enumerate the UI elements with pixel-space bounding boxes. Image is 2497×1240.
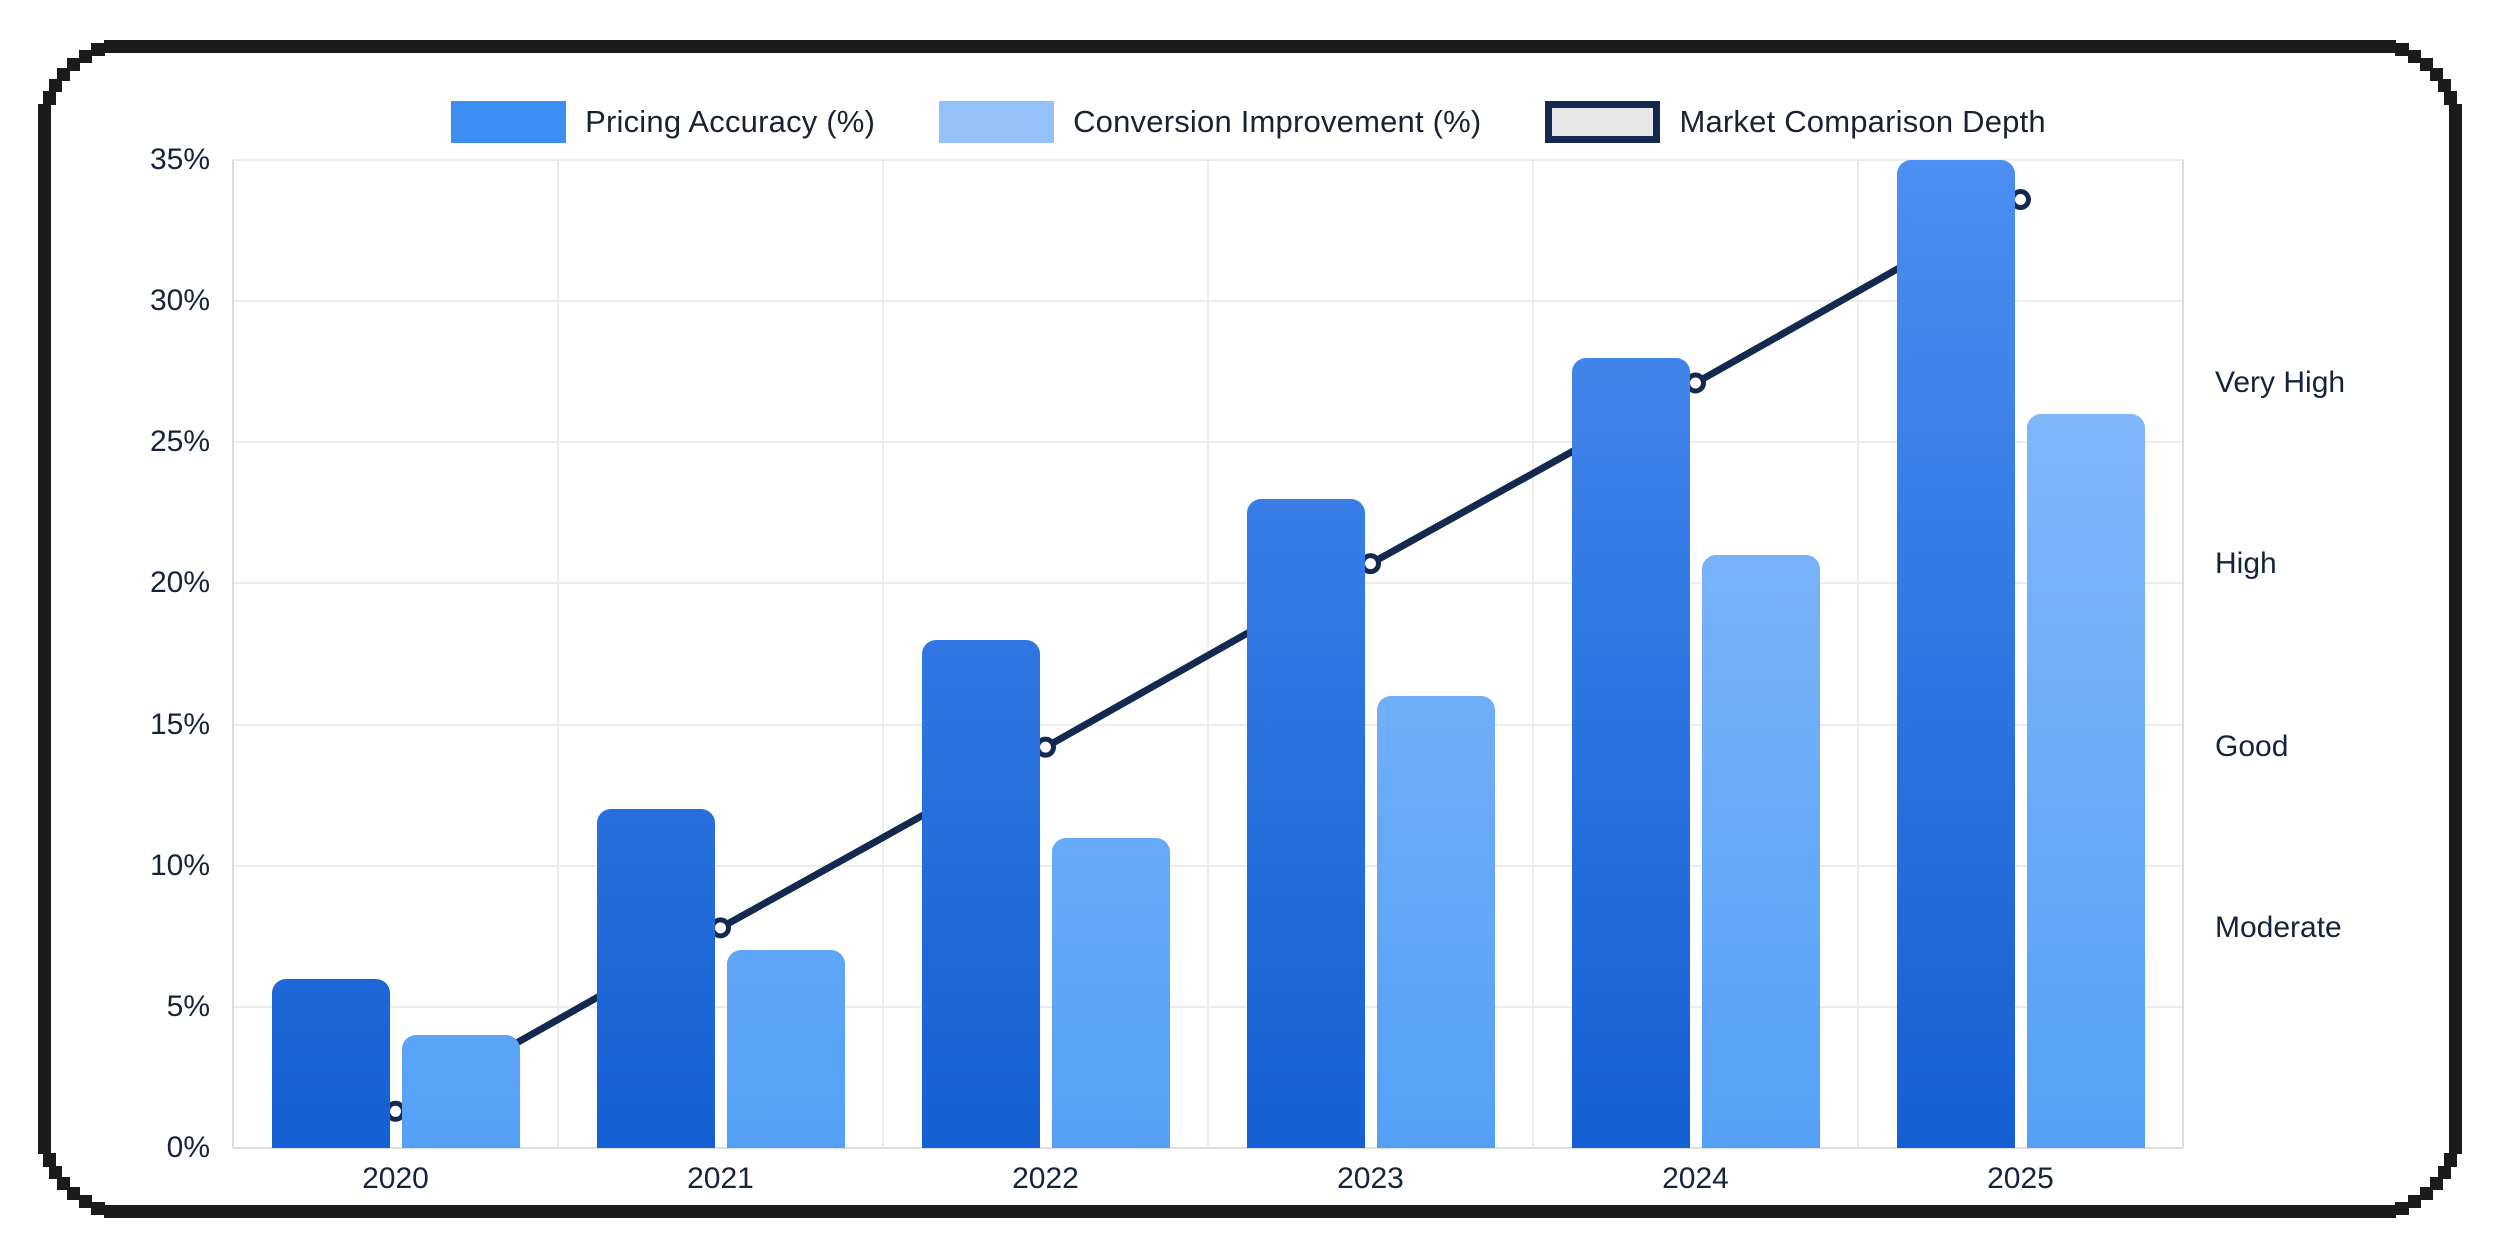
legend-item-2[interactable]: Market Comparison Depth (1545, 101, 2046, 143)
legend-swatch-icon (1545, 101, 1661, 143)
x-axis-tick-2020: 2020 (362, 1162, 429, 1195)
left-axis-tick: 35% (149, 143, 210, 176)
left-axis-tick: 5% (166, 989, 210, 1023)
bar-conversion-2020 (401, 1035, 520, 1148)
legend-item-1[interactable]: Conversion Improvement (%) (939, 101, 1481, 143)
depth-line-marker (2010, 189, 2031, 211)
bar-pricing-2022 (921, 639, 1040, 1148)
bar-conversion-2022 (1051, 837, 1170, 1149)
legend-swatch-icon (451, 101, 567, 143)
depth-line-marker (1035, 736, 1056, 758)
right-axis-tick-high: High (2215, 546, 2277, 580)
right-axis-tick-moderate: Moderate (2215, 910, 2342, 944)
left-axis-tick: 15% (149, 707, 210, 741)
x-axis-tick-2024: 2024 (1662, 1162, 1729, 1195)
left-axis-tick: 25% (149, 425, 210, 459)
bar-conversion-2021 (726, 950, 845, 1148)
depth-line-marker (1685, 372, 1706, 394)
depth-line-layer (385, 189, 2031, 1122)
legend-label: Conversion Improvement (%) (1073, 104, 1482, 139)
depth-line-marker (710, 917, 731, 939)
x-axis-tick-2021: 2021 (687, 1162, 754, 1195)
gridline-vertical (882, 160, 884, 1148)
legend-label: Market Comparison Depth (1679, 104, 2046, 139)
legend-label: Pricing Accuracy (%) (585, 104, 876, 139)
gridline-vertical (1857, 160, 1859, 1148)
legend-item-0[interactable]: Pricing Accuracy (%) (451, 101, 875, 143)
legend-swatch-icon (939, 101, 1055, 143)
gridline-vertical (232, 160, 234, 1148)
bar-conversion-2025 (2026, 414, 2145, 1148)
left-axis-tick: 10% (149, 848, 210, 882)
bar-conversion-2023 (1376, 696, 1495, 1148)
plot-area (232, 159, 2184, 1149)
gridline-vertical (2182, 160, 2184, 1148)
chart-legend: Pricing Accuracy (%) Conversion Improveme… (0, 96, 2497, 148)
gridline-vertical (557, 160, 559, 1148)
bar-conversion-2024 (1701, 555, 1820, 1148)
x-axis-tick-2025: 2025 (1987, 1162, 2054, 1195)
right-axis-tick-very-high: Very High (2215, 366, 2346, 399)
depth-line-marker (1360, 553, 1381, 575)
bar-pricing-2025 (1896, 160, 2015, 1148)
bar-pricing-2021 (596, 809, 715, 1148)
bar-pricing-2023 (1246, 498, 1365, 1148)
bar-pricing-2020 (271, 978, 390, 1148)
bar-pricing-2024 (1571, 357, 1690, 1148)
gridline-0% (233, 1147, 2183, 1149)
x-axis-tick-2022: 2022 (1012, 1162, 1079, 1195)
left-axis-tick: 30% (149, 284, 210, 318)
gridline-vertical (1532, 160, 1534, 1148)
left-axis-tick: 0% (166, 1131, 210, 1164)
right-axis-tick-good: Good (2215, 730, 2289, 764)
x-axis-tick-2023: 2023 (1337, 1162, 1404, 1195)
left-axis-tick: 20% (149, 566, 210, 600)
